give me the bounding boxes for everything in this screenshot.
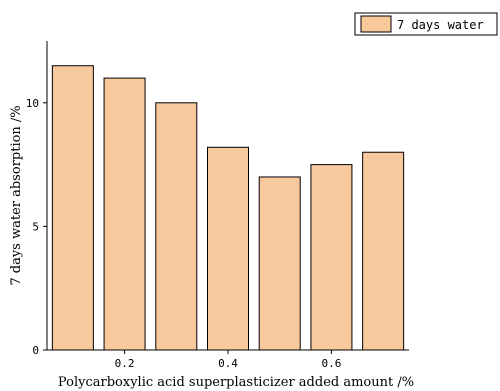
y-axis-ticks: 0 5 10	[26, 97, 47, 357]
bar-0.6	[310, 164, 353, 351]
bar-0.5	[258, 176, 301, 351]
legend: 7 days water	[354, 12, 498, 36]
x-axis-ticks: 0.2 0.4 0.6	[115, 350, 341, 370]
bar-0.4	[207, 146, 249, 351]
y-tick-label: 5	[32, 220, 39, 233]
y-tick-label: 10	[26, 97, 39, 110]
bar-0.3	[155, 102, 198, 351]
bars	[51, 65, 405, 351]
x-axis-label: Polycarboxylic acid superplasticizer add…	[58, 375, 414, 390]
x-tick-label: 0.2	[115, 357, 135, 370]
bar-0.2	[103, 77, 146, 351]
y-axis-label: 7 days water absorption /%	[9, 105, 24, 285]
x-tick-label: 0.6	[321, 357, 341, 370]
y-tick-label: 0	[32, 344, 39, 357]
bar-0.7	[362, 151, 405, 351]
bar-0.1	[51, 65, 94, 351]
legend-swatch	[360, 15, 392, 33]
x-tick-label: 0.4	[218, 357, 238, 370]
legend-label: 7 days water	[397, 18, 484, 32]
